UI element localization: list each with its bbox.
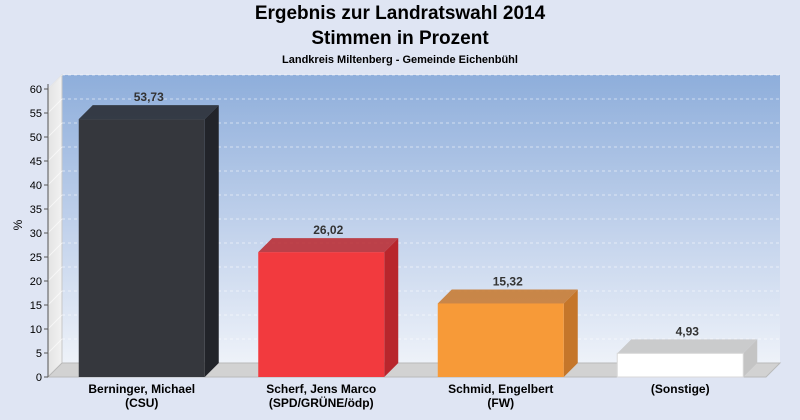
bar: [437, 303, 564, 377]
chart-labels: 53,73 Berninger, Michael(CSU) 26,02 Scherf,…: [88, 90, 709, 410]
x-tick-label: (CSU): [125, 396, 158, 410]
gridline-depth: [47, 338, 63, 354]
chart-caption: Landkreis Miltenberg - Gemeinde Eichenbü…: [282, 54, 518, 66]
gridline-depth: [47, 98, 63, 114]
y-tick-label: 30: [30, 228, 42, 240]
data-label: 15,32: [493, 274, 523, 288]
x-tick-label: (SPD/GRÜNE/ödp): [269, 395, 374, 410]
data-label: 4,93: [676, 324, 700, 338]
bar-top: [437, 289, 578, 304]
y-tick-label: 60: [30, 84, 42, 96]
y-tick-label: 20: [30, 276, 42, 288]
x-tick-label: (FW): [487, 396, 514, 410]
bar-top: [78, 105, 219, 120]
y-tick-label: 40: [30, 180, 42, 192]
x-tick-label: Berninger, Michael: [88, 382, 195, 396]
gridline-depth: [47, 266, 63, 282]
y-tick-label: 25: [30, 252, 42, 264]
y-axis-label: %: [11, 219, 25, 230]
gridline-depth: [47, 74, 63, 90]
bar-side: [563, 289, 578, 377]
y-tick-label: 10: [30, 324, 42, 336]
y-tick-label: 35: [30, 204, 42, 216]
gridline-depth: [47, 194, 63, 210]
y-tick-label: 50: [30, 132, 42, 144]
x-tick-label: (Sonstige): [651, 382, 710, 396]
y-tick-label: 0: [36, 372, 42, 384]
gridline-depth: [47, 314, 63, 330]
y-tick-label: 55: [30, 108, 42, 120]
bar-side: [743, 339, 758, 377]
gridline-depth: [47, 242, 63, 258]
data-label: 53,73: [134, 90, 164, 104]
bar: [616, 352, 744, 378]
chart-subtitle: Stimmen in Prozent: [311, 28, 489, 49]
gridline-depth: [47, 290, 63, 306]
bar-top: [258, 238, 399, 253]
gridline-depth: [47, 170, 63, 186]
x-tick-label: Schmid, Engelbert: [448, 382, 553, 396]
bar-top: [617, 339, 758, 354]
gridline-depth: [47, 218, 63, 234]
chart-bars: [78, 105, 758, 378]
bar-side: [204, 105, 219, 377]
data-label: 26,02: [313, 223, 343, 237]
bar: [78, 119, 205, 377]
bar: [258, 252, 385, 377]
y-tick-label: 15: [30, 300, 42, 312]
y-tick-label: 45: [30, 156, 42, 168]
gridline-depth: [47, 146, 63, 162]
y-tick-label: 5: [36, 348, 42, 360]
chart-title: Ergebnis zur Landratswahl 2014: [254, 3, 546, 24]
bar-side: [384, 238, 399, 377]
gridline-depth: [47, 122, 63, 138]
x-tick-label: Scherf, Jens Marco: [266, 382, 376, 396]
